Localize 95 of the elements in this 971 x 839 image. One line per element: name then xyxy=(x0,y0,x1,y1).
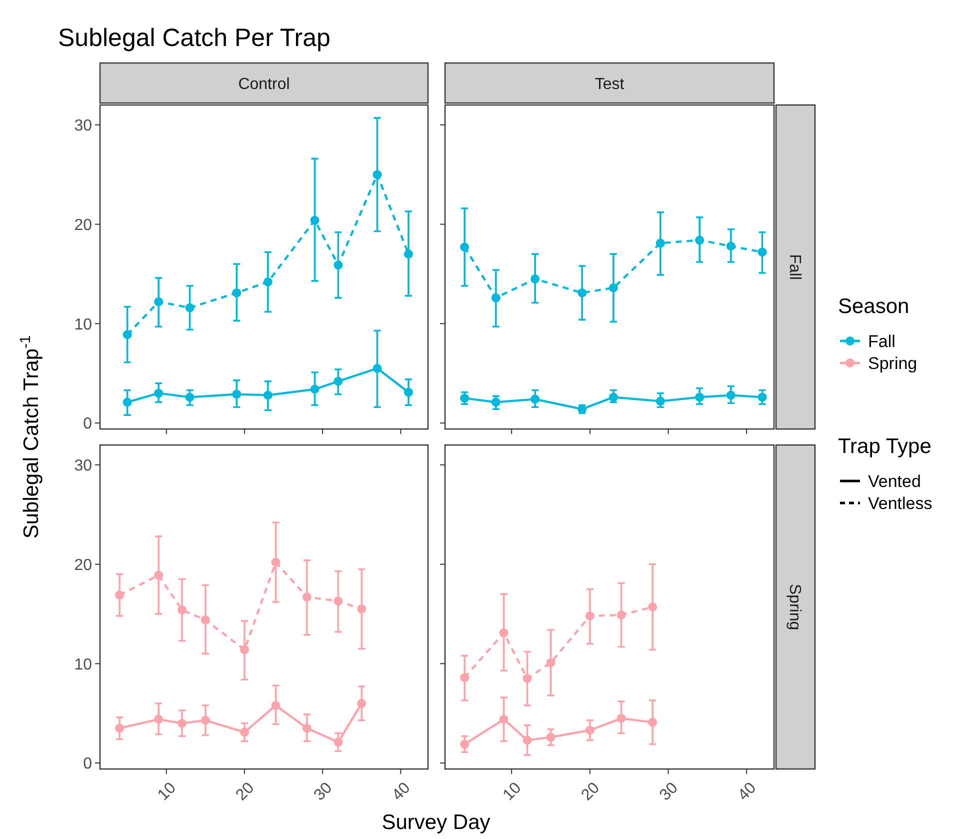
point xyxy=(460,242,470,252)
text: Fall xyxy=(786,254,803,280)
chart-subtitle: Control xyxy=(238,76,290,93)
point xyxy=(154,297,164,306)
point xyxy=(460,740,470,749)
point xyxy=(178,605,186,614)
point xyxy=(200,615,210,624)
y-tick-label: 30 xyxy=(74,117,92,134)
point xyxy=(530,274,540,284)
x-tick-label: 20 xyxy=(578,779,604,804)
point xyxy=(271,558,280,567)
point xyxy=(232,288,242,298)
point xyxy=(185,303,194,312)
legend-label: Vented xyxy=(868,472,921,491)
point xyxy=(302,592,312,602)
point xyxy=(522,674,532,684)
point xyxy=(460,673,470,682)
point xyxy=(404,250,413,259)
point xyxy=(546,658,556,668)
y-tick-label: 20 xyxy=(74,216,92,234)
point xyxy=(115,590,124,600)
point xyxy=(648,718,658,727)
x-tick-label: 10 xyxy=(500,779,525,804)
x-axis-title: Survey Day xyxy=(382,811,491,834)
point xyxy=(185,392,194,402)
x-tick-label: 20 xyxy=(232,779,258,804)
point xyxy=(726,390,736,400)
point xyxy=(200,716,210,725)
point xyxy=(357,604,366,614)
point xyxy=(648,602,658,612)
y-tick-label: 0 xyxy=(83,756,92,773)
point xyxy=(656,238,665,248)
point xyxy=(263,390,272,400)
point xyxy=(115,724,124,733)
point xyxy=(302,724,312,733)
y-tick-label: 10 xyxy=(74,316,92,334)
legend-label: Ventless xyxy=(868,494,932,513)
point xyxy=(491,293,500,302)
point xyxy=(585,611,594,620)
y-tick-label: 20 xyxy=(74,556,92,574)
point xyxy=(334,596,343,606)
point xyxy=(334,738,343,747)
x-tick-label: 10 xyxy=(154,779,180,804)
point xyxy=(608,392,618,402)
point xyxy=(726,242,736,251)
y-tick-label: 10 xyxy=(74,656,92,674)
point xyxy=(240,645,249,654)
point xyxy=(585,726,594,735)
point xyxy=(616,714,626,723)
x-tick-label: 40 xyxy=(389,779,414,804)
point xyxy=(154,714,164,724)
point xyxy=(522,736,532,745)
chart-title: Sublegal Catch Per Trap xyxy=(58,24,330,52)
point xyxy=(530,394,540,404)
x-tick-label: 40 xyxy=(735,779,760,804)
point xyxy=(357,698,366,708)
point xyxy=(271,700,280,710)
point xyxy=(122,330,132,340)
point xyxy=(460,394,470,403)
point xyxy=(608,283,618,292)
text: Spring xyxy=(786,584,803,630)
point xyxy=(372,364,382,373)
point xyxy=(578,288,587,298)
chart-subtitle: Test xyxy=(594,76,625,93)
point xyxy=(499,628,508,638)
y-tick-label: 30 xyxy=(74,457,92,474)
point xyxy=(758,392,767,402)
y-tick-label: 0 xyxy=(83,416,92,433)
legend-label: Fall xyxy=(868,332,896,351)
point xyxy=(372,170,382,180)
point xyxy=(232,390,242,399)
point xyxy=(178,718,186,728)
point xyxy=(154,570,164,580)
point xyxy=(122,398,132,407)
legend-title: Season xyxy=(838,295,910,318)
point xyxy=(656,396,665,406)
point xyxy=(154,388,164,398)
point xyxy=(310,384,320,394)
point xyxy=(404,388,413,397)
legend-label: Spring xyxy=(868,354,918,373)
point xyxy=(334,260,343,270)
point xyxy=(546,732,556,742)
point xyxy=(310,216,320,225)
point xyxy=(499,714,508,724)
x-tick-label: 30 xyxy=(656,779,682,804)
point xyxy=(334,376,343,386)
point xyxy=(695,236,704,245)
point xyxy=(240,728,249,737)
point xyxy=(758,248,767,257)
point xyxy=(263,277,272,286)
x-tick-label: 30 xyxy=(311,779,336,804)
point xyxy=(616,610,626,620)
point xyxy=(695,392,704,402)
legend-title: Trap Type xyxy=(838,435,932,458)
point xyxy=(491,398,500,407)
